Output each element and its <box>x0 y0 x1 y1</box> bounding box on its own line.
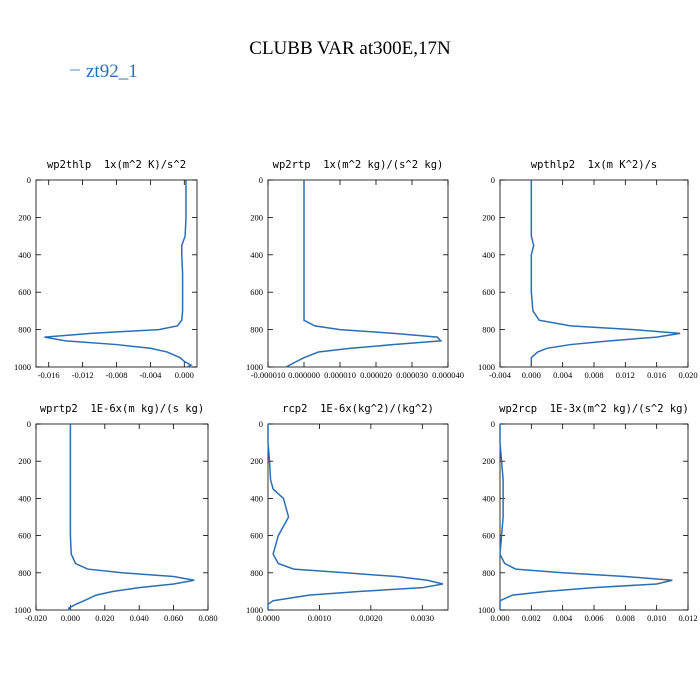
y-tick-label: 1000 <box>246 362 263 372</box>
y-tick-label: 0 <box>491 419 495 429</box>
x-tick-label: -0.020 <box>25 613 47 623</box>
subplot-title: wpthlp2 1x(m K^2)/s <box>531 159 657 171</box>
x-tick-label: 0.002 <box>522 613 541 623</box>
y-tick-label: 600 <box>482 531 495 541</box>
x-tick-label: 0.020 <box>678 370 697 380</box>
y-tick-label: 600 <box>18 531 31 541</box>
x-tick-label: 0.016 <box>647 370 666 380</box>
subplot-title: wp2rtp 1x(m^2 kg)/(s^2 kg) <box>273 159 444 171</box>
plot-frame <box>267 179 449 368</box>
x-tick-label: -0.012 <box>72 370 94 380</box>
profile-line <box>530 180 681 367</box>
y-tick-label: 800 <box>18 325 31 335</box>
y-tick-label: 800 <box>482 568 495 578</box>
y-tick-label: 0 <box>259 175 263 185</box>
y-tick-label: 600 <box>482 287 495 297</box>
y-tick-label: 400 <box>18 250 31 260</box>
y-tick-label: 200 <box>18 456 31 466</box>
y-tick-label: 1000 <box>14 362 31 372</box>
y-tick-label: 600 <box>250 531 263 541</box>
y-tick-label: 800 <box>18 568 31 578</box>
y-tick-label: 600 <box>18 287 31 297</box>
x-tick-label: 0.040 <box>130 613 149 623</box>
legend-label: zt92_1 <box>86 61 138 82</box>
y-tick-label: 400 <box>250 250 263 260</box>
y-tick-label: 1000 <box>14 605 31 615</box>
x-tick-label: 0.004 <box>553 370 573 380</box>
x-tick-label: 0.020 <box>95 613 114 623</box>
x-tick-label: 0.0010 <box>308 613 331 623</box>
x-tick-label: 0.000 <box>61 613 80 623</box>
profile-line <box>67 424 195 611</box>
x-tick-label: 0.004 <box>553 613 573 623</box>
profile-line <box>44 180 193 368</box>
profile-line <box>499 424 673 610</box>
x-tick-label: 0.000 <box>522 370 541 380</box>
plot-frame <box>267 423 449 611</box>
subplot-title: wp2thlp 1x(m^2 K)/s^2 <box>47 159 186 171</box>
x-tick-label: 0.010 <box>647 613 666 623</box>
y-tick-label: 800 <box>250 568 263 578</box>
y-tick-label: 200 <box>18 212 31 222</box>
y-tick-label: 0 <box>491 175 495 185</box>
x-tick-label: 0.000040 <box>432 370 464 380</box>
y-tick-label: 200 <box>482 456 495 466</box>
x-tick-label: -0.004 <box>139 370 162 380</box>
x-tick-label: 0.000030 <box>396 370 428 380</box>
profile-line <box>285 180 443 368</box>
y-tick-label: 200 <box>250 212 263 222</box>
y-tick-label: 400 <box>482 493 495 503</box>
x-tick-label: 0.012 <box>616 370 635 380</box>
profile-line <box>267 424 444 610</box>
x-tick-label: 0.0030 <box>411 613 434 623</box>
y-tick-label: 400 <box>250 493 263 503</box>
y-tick-label: 1000 <box>246 605 263 615</box>
x-tick-label: -0.016 <box>38 370 60 380</box>
y-tick-label: 0 <box>259 419 263 429</box>
x-tick-label: -0.008 <box>106 370 128 380</box>
x-tick-label: 0.0020 <box>359 613 382 623</box>
x-tick-label: -0.004 <box>489 370 512 380</box>
y-tick-label: 600 <box>250 287 263 297</box>
x-tick-label: 0.0000 <box>256 613 279 623</box>
x-tick-label: 0.008 <box>616 613 635 623</box>
plot-frame <box>35 423 209 611</box>
x-tick-label: 0.008 <box>584 370 603 380</box>
x-tick-label: 0.006 <box>584 613 603 623</box>
x-tick-label: 0.012 <box>678 613 697 623</box>
y-tick-label: 200 <box>482 212 495 222</box>
y-tick-label: 400 <box>18 493 31 503</box>
subplot-title: rcp2 1E-6x(kg^2)/(kg^2) <box>282 403 434 415</box>
subplot-title: wprtp2 1E-6x(m kg)/(s kg) <box>40 403 204 415</box>
y-tick-label: 0 <box>27 419 31 429</box>
x-tick-label: 0.000020 <box>360 370 392 380</box>
x-tick-label: 0.000010 <box>324 370 356 380</box>
y-tick-label: 0 <box>27 175 31 185</box>
x-tick-label: -0.000010 <box>251 370 286 380</box>
x-tick-label: 0.000 <box>490 613 509 623</box>
x-tick-label: 0.000 <box>175 370 194 380</box>
y-tick-label: 800 <box>482 325 495 335</box>
y-tick-label: 1000 <box>478 362 495 372</box>
y-tick-label: 1000 <box>478 605 495 615</box>
y-tick-label: 400 <box>482 250 495 260</box>
y-tick-label: 200 <box>250 456 263 466</box>
x-tick-label: 0.080 <box>198 613 217 623</box>
x-tick-label: 0.000000 <box>288 370 320 380</box>
figure-title: CLUBB VAR at300E,17N <box>249 38 451 59</box>
subplot-title: wp2rcp 1E-3x(m^2 kg)/(s^2 kg) <box>499 403 689 415</box>
y-tick-label: 800 <box>250 325 263 335</box>
x-tick-label: 0.060 <box>164 613 183 623</box>
